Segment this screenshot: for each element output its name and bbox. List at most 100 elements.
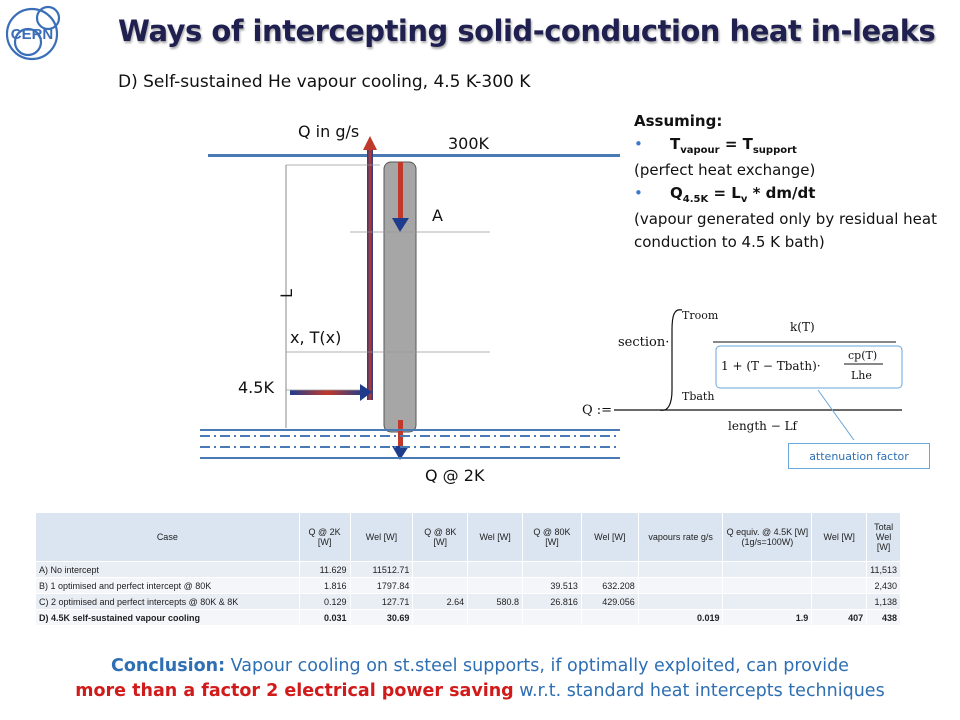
formula-kt: k(T) <box>790 320 815 334</box>
table-row: D) 4.5K self-sustained vapour cooling 0.… <box>35 609 901 626</box>
table-cell <box>637 561 724 578</box>
assumptions: Assuming: • Tvapour = Tsupport (perfect … <box>634 110 954 254</box>
table-cell: 1797.84 <box>349 577 414 594</box>
bullet-icon: • <box>634 135 643 154</box>
table-cell: 2.64 <box>412 593 469 610</box>
assumptions-heading: Assuming: <box>634 112 723 130</box>
assumption-2-mid: = L <box>708 184 741 202</box>
label-300k: 300K <box>448 134 490 153</box>
table-cell <box>722 593 813 610</box>
assumption-1-sub2: support <box>752 145 797 157</box>
formula-troom: Troom <box>682 309 719 322</box>
col-header-q2k: Q @ 2K [W] <box>298 512 351 562</box>
comparison-table: Case Q @ 2K [W] Wel [W] Q @ 8K [W] Wel [… <box>35 512 901 626</box>
heat-formula: section· Troom Tbath k(T) 1 + (T − Tbath… <box>582 309 903 440</box>
label-45k: 4.5K <box>238 378 274 397</box>
label-x: x, T(x) <box>290 328 342 347</box>
assumption-1: • Tvapour = Tsupport <box>634 133 954 159</box>
formula-denominator: 1 + (T − Tbath)· <box>721 359 821 373</box>
assumption-2-main: Q <box>670 184 683 202</box>
table-cell <box>722 577 813 594</box>
table-cell <box>637 593 724 610</box>
bullet-icon: • <box>634 184 643 202</box>
formula-tbath: Tbath <box>682 390 714 403</box>
table-cell: 0.129 <box>298 593 351 610</box>
table-cell <box>467 577 524 594</box>
table-row: B) 1 optimised and perfect intercept @ 8… <box>35 577 901 594</box>
integral-sign <box>659 309 683 411</box>
assumption-1-main: T <box>670 135 681 154</box>
label-a: A <box>432 206 443 225</box>
table-cell <box>811 561 868 578</box>
table-cell: 580.8 <box>467 593 524 610</box>
table-cell: 11,513 <box>866 561 901 578</box>
assumption-2-end: * dm/dt <box>747 184 816 202</box>
conclusion-text-1: Vapour cooling on st.steel supports, if … <box>225 656 849 676</box>
table-cell: B) 1 optimised and perfect intercept @ 8… <box>35 577 300 594</box>
table-cell: 1.816 <box>298 577 351 594</box>
col-header-total-wel: Total Wel [W] <box>866 512 901 562</box>
table-cell: 1,138 <box>866 593 901 610</box>
table-cell: 0.019 <box>637 609 724 626</box>
slide-subtitle: D) Self-sustained He vapour cooling, 4.5… <box>118 72 531 92</box>
col-header-wel-equiv: Wel [W] <box>811 512 868 562</box>
table-cell <box>811 577 868 594</box>
table-header-row: Case Q @ 2K [W] Wel [W] Q @ 8K [W] Wel [… <box>35 512 901 562</box>
table-cell <box>580 561 639 578</box>
assumption-1-note: (perfect heat exchange) <box>634 160 816 179</box>
cern-logo: CERN <box>5 5 61 61</box>
table-cell: A) No intercept <box>35 561 300 578</box>
table-cell: D) 4.5K self-sustained vapour cooling <box>35 609 300 626</box>
assumption-2-sub: 4.5K <box>682 194 709 205</box>
table-cell <box>467 561 524 578</box>
table-cell <box>811 593 868 610</box>
attenuation-highlight <box>715 345 903 389</box>
attenuation-pointer <box>817 389 855 440</box>
table-cell: 11.629 <box>298 561 351 578</box>
table-cell: 1.9 <box>722 609 813 626</box>
table-cell: 0.031 <box>298 609 351 626</box>
vapour-pipe <box>367 148 373 400</box>
table-cell: 438 <box>866 609 901 626</box>
table-cell: 632.208 <box>580 577 639 594</box>
table-cell <box>522 561 582 578</box>
col-header-wel-80k: Wel [W] <box>580 512 639 562</box>
col-header-q8k: Q @ 8K [W] <box>412 512 469 562</box>
assumption-1-sub: vapour <box>680 145 720 157</box>
conclusion: Conclusion: Vapour cooling on st.steel s… <box>0 654 960 705</box>
table-cell <box>522 609 582 626</box>
table-cell <box>722 561 813 578</box>
col-header-wel-2k: Wel [W] <box>349 512 414 562</box>
table-cell: 11512.71 <box>349 561 414 578</box>
slide-title: Ways of intercepting solid-conduction he… <box>118 14 936 48</box>
table-cell: 2,430 <box>866 577 901 594</box>
inlet-pipe <box>290 390 364 395</box>
assumption-1-mid: = T <box>719 135 753 154</box>
col-header-vapour-rate: vapours rate g/s <box>637 512 724 562</box>
formula-length: length − Lf <box>728 419 799 433</box>
col-header-wel-8k: Wel [W] <box>467 512 524 562</box>
table-row: A) No intercept 11.629 11512.71 11,513 <box>35 561 901 578</box>
assumption-2: • Q4.5K = Lv * dm/dt <box>634 182 954 208</box>
formula-q-assign: Q := <box>582 403 612 418</box>
conduction-arrow-a-head <box>392 218 409 232</box>
conclusion-highlight: more than a factor 2 electrical power sa… <box>75 681 514 702</box>
col-header-q-equiv: Q equiv. @ 4.5K [W] (1g/s=100W) <box>722 512 813 562</box>
formula-cpt: cp(T) <box>848 349 877 362</box>
table-cell: 429.056 <box>580 593 639 610</box>
table-cell: 127.71 <box>349 593 414 610</box>
table-cell <box>580 609 639 626</box>
conclusion-lead: Conclusion: <box>111 656 226 676</box>
label-l: L <box>276 289 296 298</box>
assumption-2-note: (vapour generated only by residual heat … <box>634 209 937 251</box>
col-header-q80k: Q @ 80K [W] <box>522 512 582 562</box>
label-q-in: Q in g/s <box>298 122 360 141</box>
table-cell <box>412 577 469 594</box>
conduction-arrow-bottom-head <box>392 446 409 460</box>
table-cell <box>412 561 469 578</box>
formula-lhe: Lhe <box>851 369 872 382</box>
attenuation-factor-label: attenuation factor <box>788 443 930 469</box>
top-plate <box>208 154 620 157</box>
vapour-arrow-head <box>363 136 377 150</box>
table-row: C) 2 optimised and perfect intercepts @ … <box>35 593 901 610</box>
